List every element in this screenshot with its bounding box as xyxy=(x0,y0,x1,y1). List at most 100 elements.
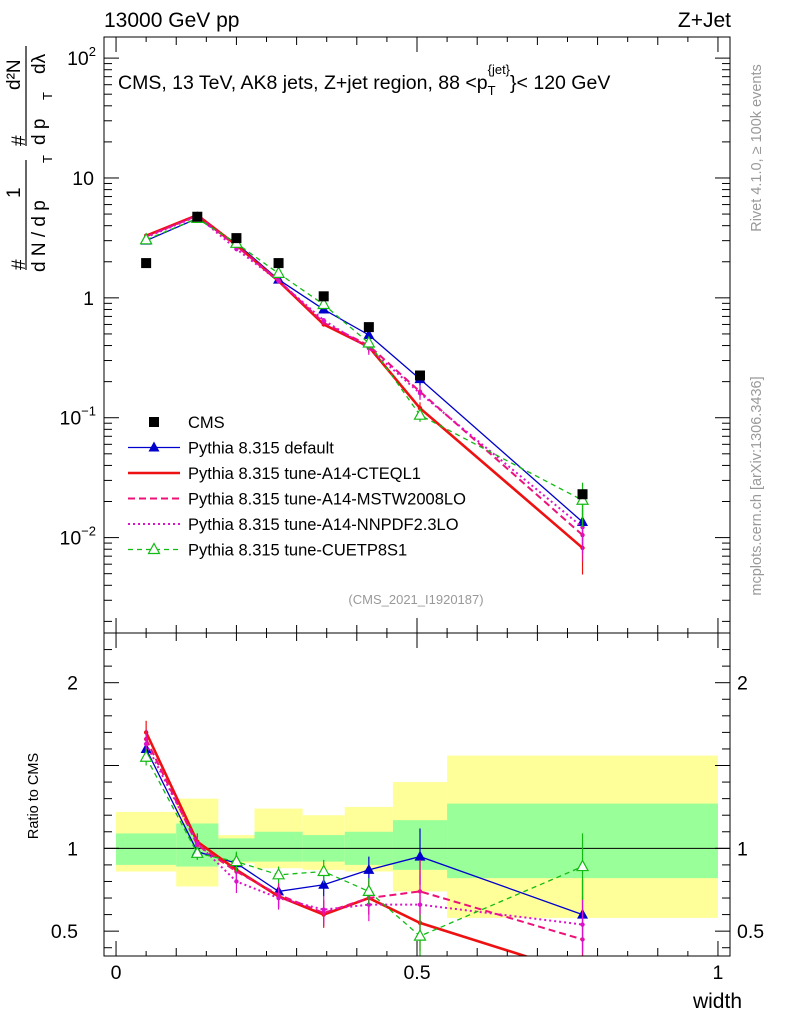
main-point-cms xyxy=(192,211,203,222)
main-point-cuetp8s1 xyxy=(413,407,427,420)
main-point-cuetp8s1 xyxy=(139,232,153,245)
main-point-nnpdf xyxy=(417,391,423,396)
main-series-group xyxy=(139,211,590,575)
ratio-y-tick-label-right: 1 xyxy=(737,838,748,860)
chart-title-suffix: }< 120 GeV xyxy=(510,72,610,94)
main-point-nnpdf xyxy=(321,318,326,323)
x-axis-label: width xyxy=(692,990,742,1013)
ratio-x-ticks: 0 0.5 1 xyxy=(111,633,723,984)
ratio-bands xyxy=(116,755,718,918)
ylabel-dpt: d p xyxy=(29,119,50,145)
ylabel-dn-dpt: d N / d p xyxy=(29,200,50,272)
ratio-point-nnpdf xyxy=(143,741,149,747)
main-y-tick-exp: −1 xyxy=(81,404,96,419)
legend-entry-cms: CMS xyxy=(149,414,225,432)
legend-entry-cteql1: Pythia 8.315 tune-A14-CTEQL1 xyxy=(128,465,421,483)
ratio-line-cuetp8s1 xyxy=(145,756,583,937)
legend-entry-cuetp8s1: Pythia 8.315 tune-CUETP8S1 xyxy=(128,542,407,560)
legend-marker-default xyxy=(148,441,160,452)
main-point-nnpdf xyxy=(276,278,281,284)
ratio-line-cteql1 xyxy=(144,731,530,956)
ratio-point-cteql1 xyxy=(580,972,584,976)
ratio-point-nnpdf xyxy=(321,907,326,912)
ratio-point-cuetp8s1 xyxy=(576,859,590,872)
main-y-tick-base: 10 xyxy=(59,528,81,550)
ratio-point-cuetp8s1 xyxy=(362,884,376,896)
main-x-ticks xyxy=(115,37,719,633)
ratio-band-inner xyxy=(116,833,177,865)
main-point-cms xyxy=(318,291,329,302)
mcplots-label: mcplots.cern.ch [arXiv:1306.3436] xyxy=(749,376,765,595)
collision-label: 13000 GeV pp xyxy=(104,9,239,32)
ratio-point-nnpdf xyxy=(580,922,585,927)
analysis-id: (CMS_2021_I1920187) xyxy=(348,592,483,607)
ratio-y-axis-label: Ratio to CMS xyxy=(26,753,42,839)
chart-title-sup: {jet} xyxy=(488,62,511,77)
chart-title: CMS, 13 TeV, AK8 jets, Z+jet region, 88 … xyxy=(118,62,610,98)
legend-entry-default: Pythia 8.315 default xyxy=(128,440,334,458)
ylabel-hash-2: # xyxy=(9,135,30,146)
ratio-series-group xyxy=(139,720,590,976)
legend-entry-nnpdf: Pythia 8.315 tune-A14-NNPDF2.3LO xyxy=(128,516,459,534)
ratio-y-tick-label-left: 0.5 xyxy=(51,921,78,943)
ratio-y-tick-label-left: 1 xyxy=(67,838,78,860)
ratio-band-inner xyxy=(254,831,303,862)
ylabel-d2n: d²N xyxy=(4,59,25,90)
main-y-tick-label: 10−2 xyxy=(59,524,96,550)
ratio-line-nnpdf xyxy=(145,743,583,926)
legend-label-cms: CMS xyxy=(188,414,225,432)
main-point-cms xyxy=(577,489,588,500)
main-point-cuetp8s1 xyxy=(362,335,376,348)
ratio-x-tick-label: 0 xyxy=(111,962,122,984)
legend-marker-cuetp8s1 xyxy=(147,542,161,555)
ratio-y-ticks: 2 2 1 1 0.5 0.5 xyxy=(51,649,764,949)
ylabel-t-sub-2: T xyxy=(40,92,55,100)
ratio-y-tick-label-left: 2 xyxy=(67,673,78,695)
ratio-point-default xyxy=(414,850,426,861)
ratio-point-cuetp8s1 xyxy=(229,854,243,867)
legend-label-cteql1: Pythia 8.315 tune-A14-CTEQL1 xyxy=(188,465,421,483)
ratio-y-tick-label-right: 2 xyxy=(737,673,748,695)
main-point-cuetp8s1 xyxy=(317,297,331,310)
main-line-cuetp8s1 xyxy=(145,217,583,501)
ratio-point-default xyxy=(363,863,375,874)
main-y-tick-exp: 2 xyxy=(89,44,96,59)
ratio-y-tick-label-right: 0.5 xyxy=(737,921,764,943)
legend-label-mstw: Pythia 8.315 tune-A14-MSTW2008LO xyxy=(188,491,466,509)
main-point-nnpdf xyxy=(234,246,239,252)
legend-label-nnpdf: Pythia 8.315 tune-A14-NNPDF2.3LO xyxy=(188,516,459,534)
chart-title-prefix: CMS, 13 TeV, AK8 jets, Z+jet region, 88 … xyxy=(118,72,488,94)
process-label: Z+Jet xyxy=(678,9,731,32)
ratio-point-nnpdf xyxy=(195,841,200,846)
ratio-point-default xyxy=(318,878,330,889)
main-y-tick-base: 10 xyxy=(67,48,89,70)
ratio-line-default xyxy=(145,748,583,916)
ylabel-hash-1: # xyxy=(9,259,30,270)
legend: CMS Pythia 8.315 default Pythia 8.315 tune… xyxy=(128,414,466,560)
main-y-tick-label: 1 xyxy=(83,288,94,310)
ratio-band-inner xyxy=(218,838,255,862)
ylabel-one: 1 xyxy=(4,187,25,198)
ylabel-t-sub: T xyxy=(40,155,55,163)
ratio-point-cuetp8s1 xyxy=(139,749,153,762)
legend-label-default: Pythia 8.315 default xyxy=(188,440,334,458)
main-point-cms xyxy=(231,233,242,244)
chart-title-sub: T xyxy=(488,83,496,98)
main-y-tick-base: 10 xyxy=(59,408,81,430)
main-line-mstw xyxy=(145,214,584,536)
legend-label-cuetp8s1: Pythia 8.315 tune-CUETP8S1 xyxy=(188,542,407,560)
ratio-point-nnpdf xyxy=(417,902,423,907)
ratio-point-cuetp8s1 xyxy=(190,846,204,858)
ratio-point-cuetp8s1 xyxy=(413,928,427,941)
main-point-cuetp8s1 xyxy=(272,266,286,278)
main-y-axis-label: # 1 d N / d p T # d²N d p T dλ xyxy=(4,46,55,272)
ratio-point-nnpdf xyxy=(276,895,281,901)
legend-entry-mstw: Pythia 8.315 tune-A14-MSTW2008LO xyxy=(128,491,466,509)
main-point-cms xyxy=(273,258,284,269)
main-y-tick-label: 10−1 xyxy=(59,404,96,430)
main-point-cms xyxy=(363,322,374,333)
legend-marker-cms xyxy=(149,417,159,427)
ratio-x-tick-label: 0.5 xyxy=(403,962,430,984)
